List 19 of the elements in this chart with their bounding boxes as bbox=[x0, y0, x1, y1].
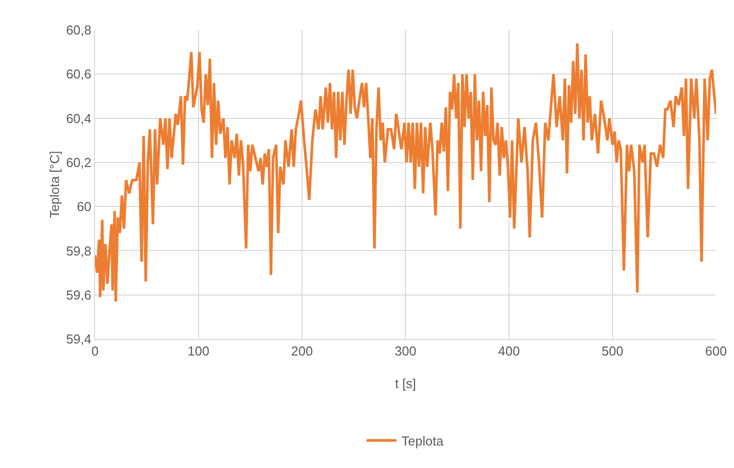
x-tick-label: 200 bbox=[291, 344, 313, 359]
y-axis-title: Teplota [°C] bbox=[47, 150, 62, 218]
y-tick-label: 60,2 bbox=[66, 154, 92, 170]
x-tick-label: 0 bbox=[91, 344, 99, 359]
y-tick-label: 60 bbox=[76, 199, 92, 214]
x-tick-label: 100 bbox=[188, 344, 210, 359]
x-tick-label: 400 bbox=[498, 344, 520, 359]
x-axis-title: t [s] bbox=[395, 376, 416, 391]
x-tick-label: 500 bbox=[602, 344, 624, 359]
y-tick-label: 59,4 bbox=[66, 332, 92, 347]
x-tick-label: 300 bbox=[394, 344, 416, 359]
y-tick-label: 59,6 bbox=[66, 287, 92, 302]
y-tick-label: 60,4 bbox=[66, 110, 92, 126]
y-tick-label: 59,8 bbox=[66, 243, 92, 258]
legend-label: Teplota bbox=[402, 434, 444, 449]
y-tick-label: 60,6 bbox=[66, 66, 92, 82]
x-tick-label: 600 bbox=[705, 344, 727, 359]
y-tick-label: 60,8 bbox=[66, 22, 92, 38]
line-series bbox=[95, 42, 716, 303]
